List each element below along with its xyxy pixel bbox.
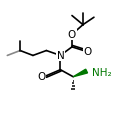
Text: O: O: [37, 71, 46, 81]
Text: O: O: [84, 46, 92, 56]
Polygon shape: [73, 70, 87, 77]
Text: N: N: [56, 51, 64, 61]
Text: NH₂: NH₂: [92, 67, 112, 77]
Text: O: O: [68, 30, 76, 40]
